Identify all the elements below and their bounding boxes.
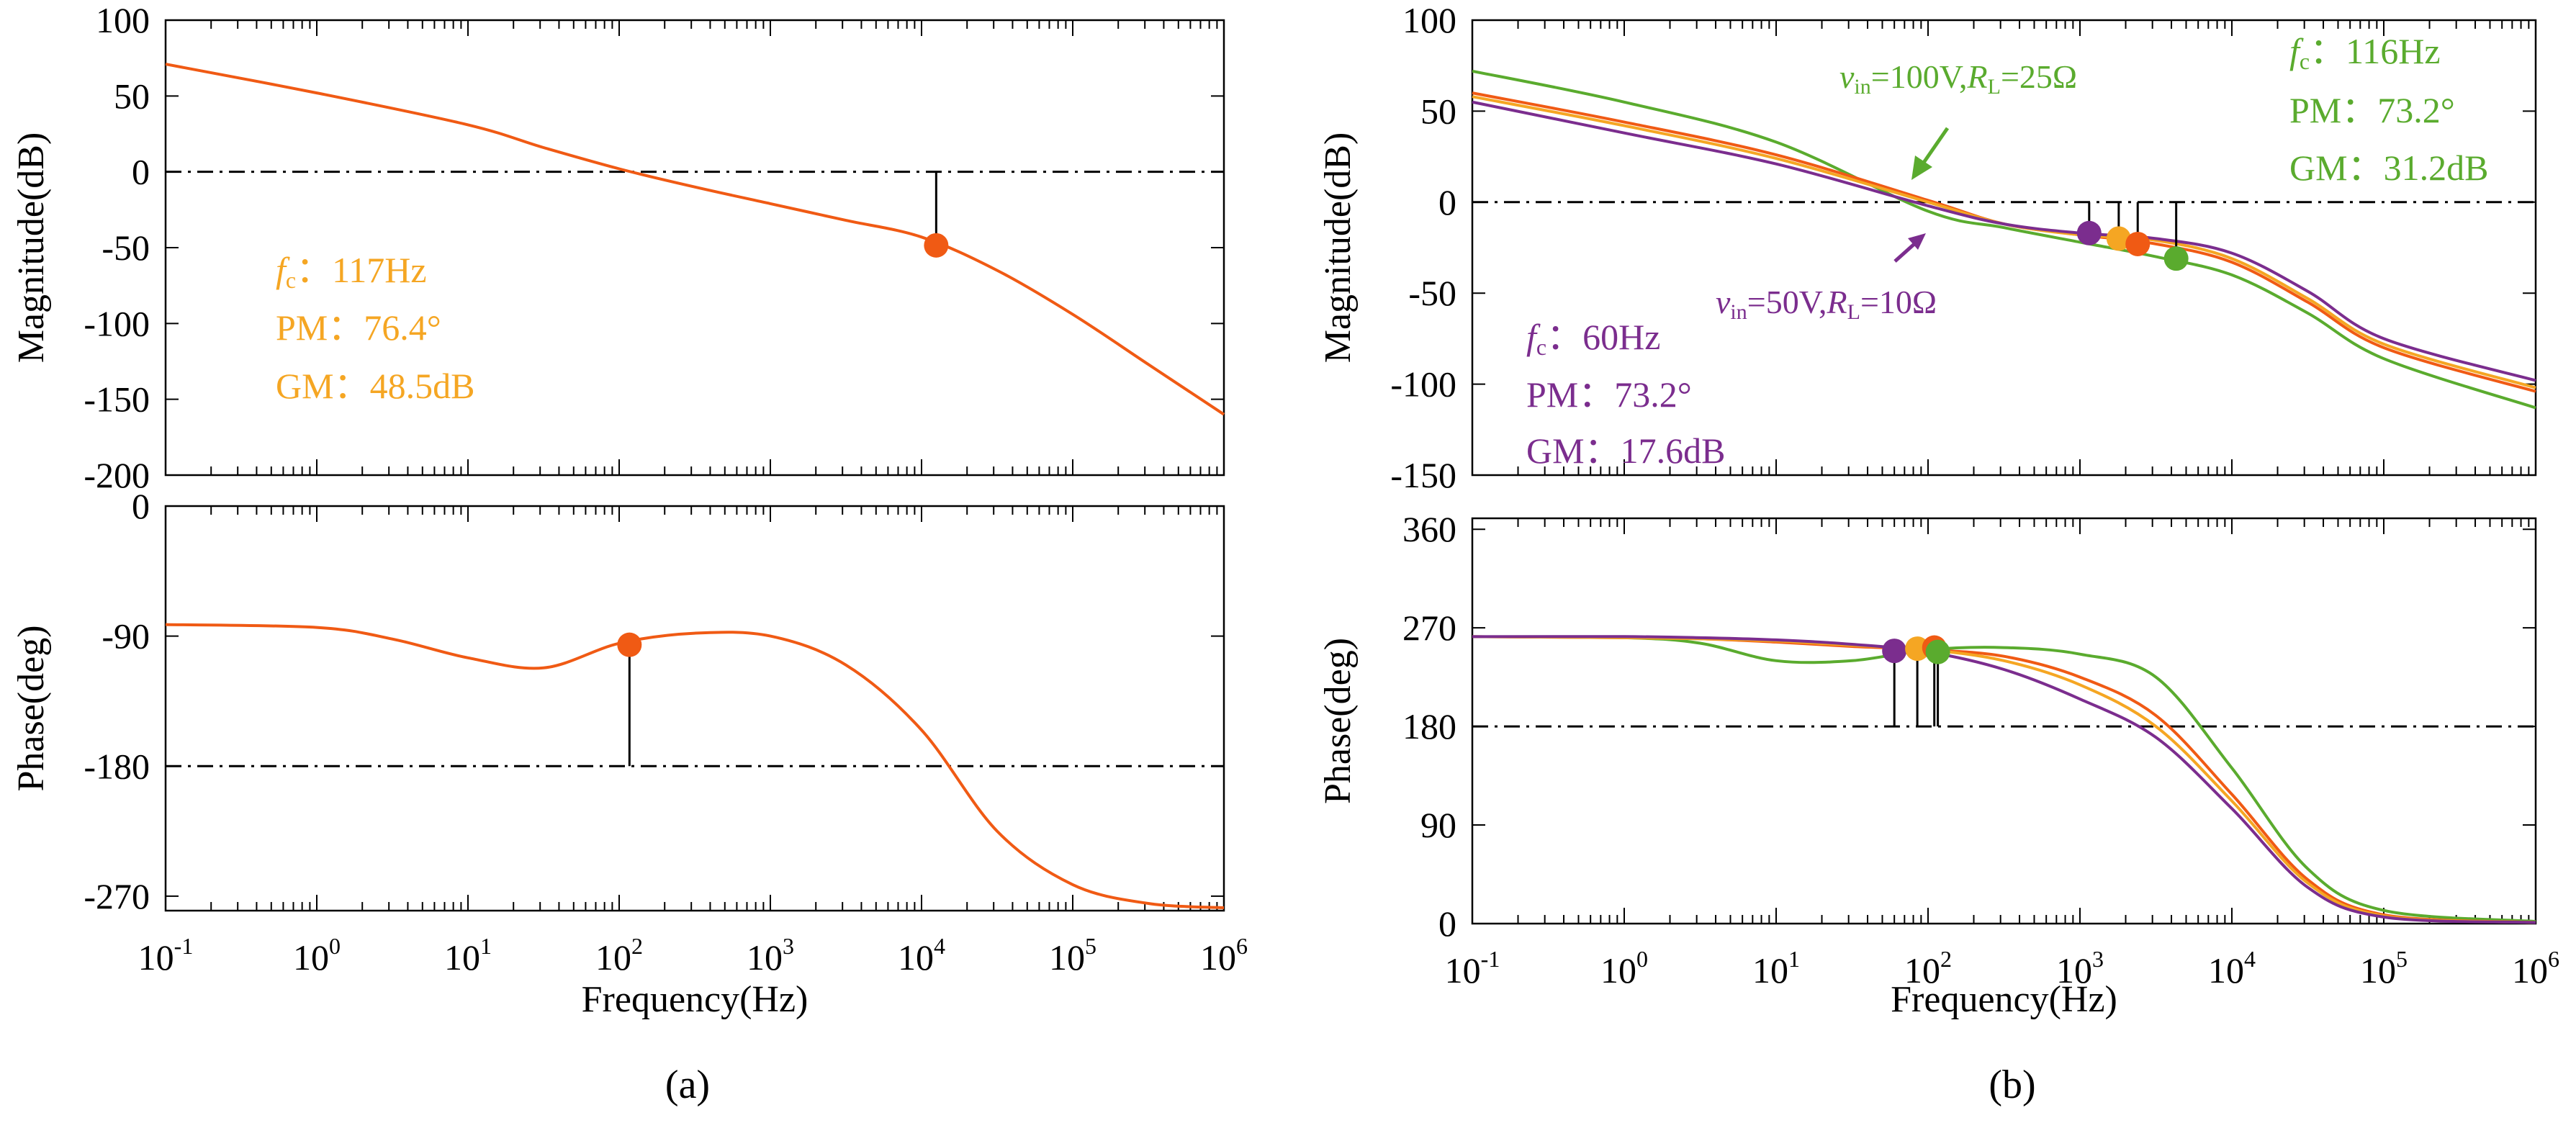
y-tick-label: -150 bbox=[84, 379, 150, 420]
caption-a: (a) bbox=[665, 1063, 710, 1107]
panel-b-annotation-purple: fc：60Hz PM：73.2° GM：17.6dB bbox=[1526, 317, 1725, 471]
x-tick-label: 100 bbox=[293, 933, 341, 978]
callout-green-arrowhead bbox=[1911, 155, 1932, 180]
panel-a-phase-plot: 0 -90 -180 -270 Phase(deg) 10-1 100 101 102 103 10… bbox=[11, 486, 1248, 1020]
panel-b-phase-plot: 360 270 180 90 0 Phase(deg) 10-1 100 101 102 103 10… bbox=[1318, 509, 2559, 1020]
x-tick-label: 101 bbox=[444, 933, 492, 978]
y-axis-label: Phase(deg) bbox=[1318, 638, 1359, 804]
y-tick-label: 0 bbox=[1438, 903, 1456, 944]
crossover-marker bbox=[2163, 246, 2189, 271]
y-tick-label: -100 bbox=[1390, 364, 1456, 405]
svg-text:fc：116Hz: fc：116Hz bbox=[2289, 31, 2441, 74]
crossover-marker bbox=[1882, 639, 1907, 664]
fc-value: ：117Hz bbox=[296, 250, 426, 290]
callout-green: vin=100V,RL=25Ω bbox=[1839, 58, 2077, 180]
plot-frame bbox=[164, 505, 1225, 912]
x-tick-label: 103 bbox=[2056, 946, 2104, 991]
plot-frame bbox=[1471, 19, 2537, 477]
y-tick-label: 90 bbox=[1420, 805, 1456, 845]
series-line-yellow bbox=[1472, 95, 2536, 389]
x-tick-label: 104 bbox=[2208, 946, 2256, 991]
y-tick-label: 270 bbox=[1402, 608, 1456, 648]
x-tick-label: 102 bbox=[1904, 946, 1952, 991]
x-tick-label: 103 bbox=[747, 933, 794, 978]
gm-label-green: GM：31.2dB bbox=[2289, 148, 2488, 188]
crossover-marker bbox=[1925, 639, 1950, 664]
y-tick-label: -50 bbox=[1408, 273, 1456, 313]
y-tick-label: -50 bbox=[102, 227, 150, 268]
svg-text:fc：60Hz: fc：60Hz bbox=[1526, 317, 1660, 360]
pm-label: PM：76.4° bbox=[276, 307, 441, 348]
fc-subscript: c bbox=[1536, 334, 1546, 360]
fc-subscript: c bbox=[2300, 48, 2310, 74]
x-tick-label: 10-1 bbox=[138, 933, 194, 978]
x-tick-label: 104 bbox=[898, 933, 945, 978]
callout-purple-arrowhead bbox=[1908, 233, 1926, 250]
y-tick-label: 0 bbox=[132, 486, 150, 526]
y-tick-label: -100 bbox=[84, 303, 150, 343]
y-tick-label: 0 bbox=[132, 152, 150, 192]
series-line-purple bbox=[1472, 100, 2536, 382]
pm-label-green: PM：73.2° bbox=[2289, 90, 2455, 130]
panel-a-magnitude-plot: 100 50 0 -50 -100 -150 -200 Magnitude(dB) bbox=[11, 0, 1225, 495]
x-tick-label: 100 bbox=[1600, 946, 1648, 991]
svg-text:vin=50V,RL=10Ω: vin=50V,RL=10Ω bbox=[1716, 284, 1937, 324]
crossover-marker bbox=[924, 233, 949, 258]
panel-a-annotation: fc：117Hz PM：76.4° GM：48.5dB bbox=[276, 250, 474, 406]
y-tick-label: -270 bbox=[84, 876, 150, 916]
series-line-green bbox=[1472, 69, 2536, 410]
y-tick-label: 50 bbox=[1420, 91, 1456, 131]
callout-purple-arrow-shaft bbox=[1893, 242, 1917, 263]
series-line-loop-gain bbox=[165, 623, 1225, 909]
x-tick-label: 101 bbox=[1752, 946, 1800, 991]
x-tick-label: 106 bbox=[1200, 933, 1248, 978]
caption-b: (b) bbox=[1989, 1063, 2035, 1107]
fc-subscript: c bbox=[286, 267, 296, 293]
x-tick-label: 105 bbox=[1049, 933, 1096, 978]
x-tick-label: 102 bbox=[595, 933, 643, 978]
y-axis-label: Magnitude(dB) bbox=[1318, 132, 1359, 364]
fc-value-green: ：116Hz bbox=[2310, 31, 2440, 71]
y-tick-label: 180 bbox=[1402, 706, 1456, 747]
pm-label-purple: PM：73.2° bbox=[1526, 374, 1692, 415]
series-line-loop-gain bbox=[165, 63, 1225, 416]
series-line-purple bbox=[1472, 635, 2536, 924]
y-tick-label: -90 bbox=[102, 616, 150, 657]
series-line-orange bbox=[1472, 635, 2536, 924]
x-tick-label: 10-1 bbox=[1445, 946, 1500, 991]
y-tick-label: -180 bbox=[84, 746, 150, 786]
gm-label: GM：48.5dB bbox=[276, 366, 474, 406]
plot-frame bbox=[164, 19, 1225, 477]
y-axis-label: Magnitude(dB) bbox=[11, 132, 52, 364]
panel-b-annotation-green: fc：116Hz PM：73.2° GM：31.2dB bbox=[2289, 31, 2488, 188]
series-line-yellow bbox=[1472, 635, 2536, 924]
x-axis-label: Frequency(Hz) bbox=[582, 979, 809, 1020]
svg-text:fc：117Hz: fc：117Hz bbox=[276, 250, 427, 293]
crossover-marker bbox=[2106, 226, 2131, 251]
crossover-marker bbox=[2125, 231, 2151, 256]
callout-purple: vin=50V,RL=10Ω bbox=[1716, 233, 1937, 324]
y-tick-label: 0 bbox=[1438, 182, 1456, 222]
plot-frame bbox=[1471, 517, 2537, 925]
y-tick-label: 100 bbox=[1402, 0, 1456, 40]
y-tick-label: 360 bbox=[1402, 509, 1456, 549]
x-tick-label: 106 bbox=[2512, 946, 2559, 991]
y-axis-label: Phase(deg) bbox=[11, 625, 52, 791]
x-tick-label: 105 bbox=[2360, 946, 2408, 991]
fc-value-purple: ：60Hz bbox=[1546, 317, 1660, 357]
y-tick-label: -200 bbox=[84, 455, 150, 495]
gm-label-purple: GM：17.6dB bbox=[1526, 430, 1725, 471]
callout-green-arrow-shaft bbox=[1918, 127, 1950, 169]
y-tick-label: -150 bbox=[1390, 455, 1456, 495]
svg-text:vin=100V,RL=25Ω: vin=100V,RL=25Ω bbox=[1839, 58, 2077, 99]
series-line-green bbox=[1472, 635, 2536, 923]
y-tick-label: 50 bbox=[114, 76, 150, 116]
panel-b-magnitude-plot: 100 50 0 -50 -100 -150 Magnitude(dB) bbox=[1318, 0, 2537, 495]
y-tick-label: 100 bbox=[96, 0, 150, 40]
x-axis-label: Frequency(Hz) bbox=[1891, 979, 2117, 1020]
crossover-marker bbox=[2076, 220, 2102, 245]
crossover-marker bbox=[617, 632, 642, 657]
